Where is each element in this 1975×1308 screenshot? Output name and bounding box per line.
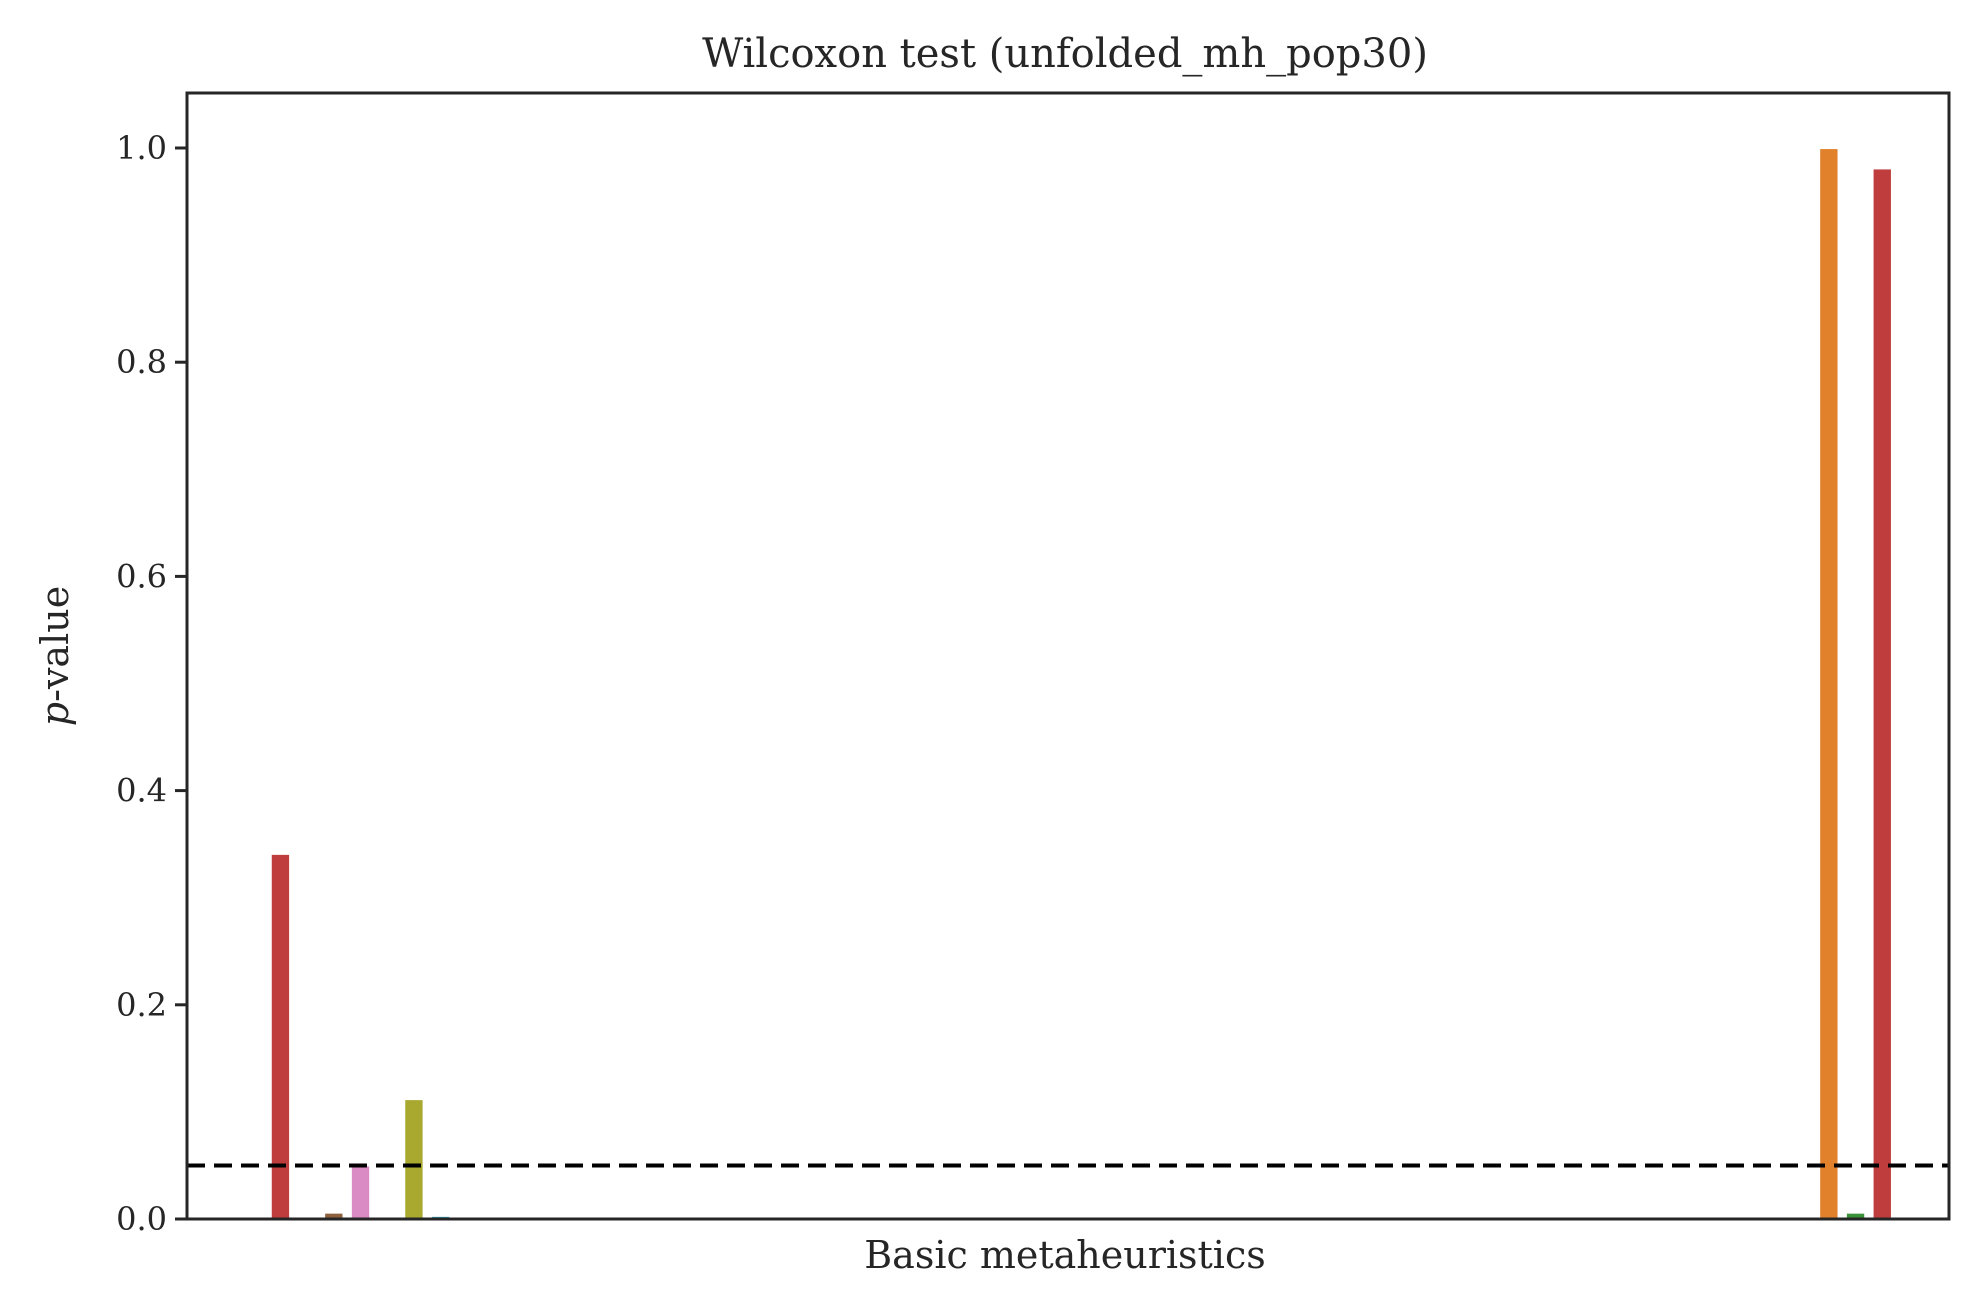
bar — [1873, 169, 1891, 1219]
chart-title: Wilcoxon test (unfolded_mh_pop30) — [702, 31, 1428, 77]
plot-frame — [185, 91, 1951, 1221]
y-axis-label-rest: -value — [33, 586, 77, 702]
x-axis-label: Basic metaheuristics — [864, 1233, 1266, 1277]
y-ticks: 0.0 0.2 0.4 0.6 0.8 1.0 — [116, 129, 187, 1238]
y-tick-label: 0.2 — [116, 986, 167, 1024]
bar — [271, 854, 290, 1219]
y-tick-label: 0.4 — [116, 772, 167, 810]
y-tick-label: 1.0 — [116, 129, 167, 167]
bar — [1820, 149, 1838, 1219]
y-axis-label: p-value — [33, 586, 77, 726]
bar — [351, 1166, 370, 1219]
y-tick-label: 0.6 — [116, 557, 167, 595]
y-axis-label-italic: p — [33, 702, 77, 726]
bar — [405, 1100, 423, 1219]
bar — [325, 1213, 343, 1219]
bar — [1846, 1213, 1865, 1219]
y-tick-label: 0.0 — [116, 1200, 167, 1238]
bars — [271, 149, 1891, 1219]
y-tick-label: 0.8 — [116, 343, 167, 381]
